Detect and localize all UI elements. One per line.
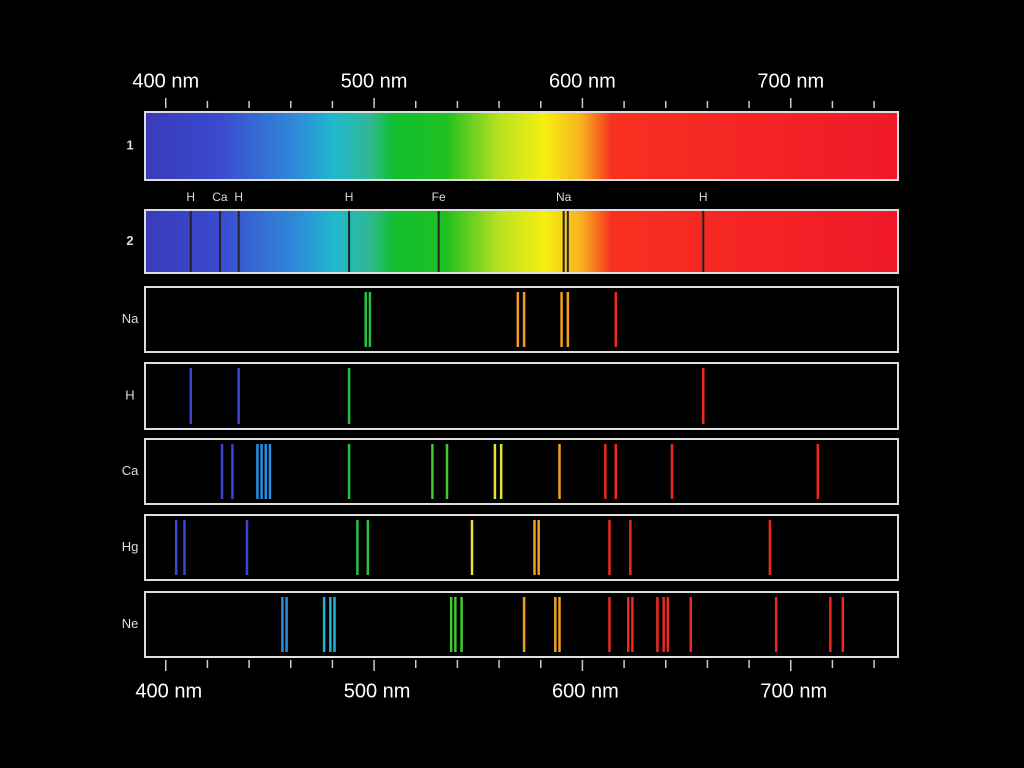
row-label: Ne (122, 616, 139, 631)
absorption-label: Na (556, 190, 572, 204)
row-label: Hg (122, 539, 139, 554)
strip (144, 209, 899, 274)
row-label: H (125, 387, 134, 402)
strip (144, 111, 899, 181)
strip (144, 286, 899, 353)
row-label: Ca (122, 463, 139, 478)
strip (144, 591, 899, 658)
row-label: Na (122, 311, 139, 326)
absorption-label: H (699, 190, 708, 204)
absorption-label: H (234, 190, 243, 204)
row-label: 1 (126, 137, 133, 152)
top-axis-label: 400 nm (132, 70, 199, 92)
top-axis-label: 600 nm (549, 70, 616, 92)
absorption-label: H (186, 190, 195, 204)
bottom-axis-label: 500 nm (344, 680, 411, 702)
absorption-label: H (345, 190, 354, 204)
strip (144, 362, 899, 430)
row-label: 2 (126, 233, 133, 248)
absorption-label: Ca (212, 190, 228, 204)
top-axis-label: 500 nm (341, 70, 408, 92)
bottom-axis-label: 400 nm (135, 680, 202, 702)
strip (144, 514, 899, 581)
bottom-axis-label: 600 nm (552, 680, 619, 702)
absorption-label: Fe (432, 190, 446, 204)
bottom-axis-label: 700 nm (760, 680, 827, 702)
top-axis-label: 700 nm (757, 70, 824, 92)
